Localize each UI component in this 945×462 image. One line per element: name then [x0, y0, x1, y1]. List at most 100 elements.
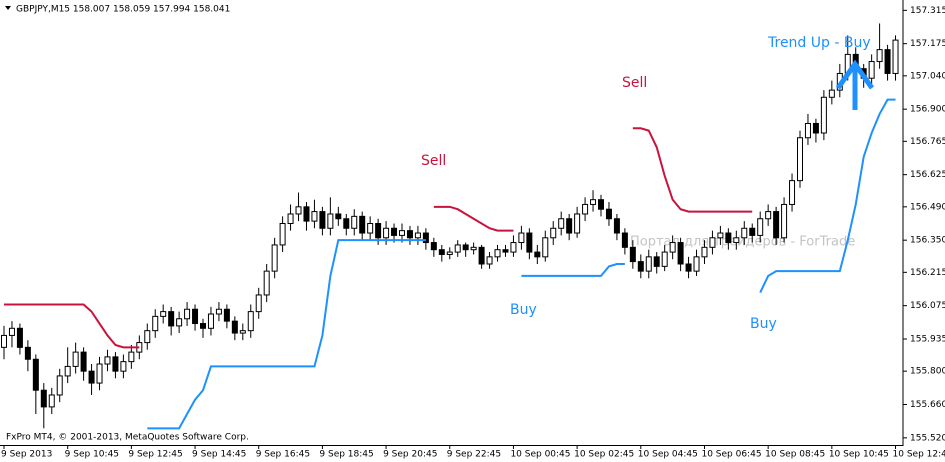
candle-body — [184, 308, 191, 320]
candle-body — [319, 211, 326, 229]
candle-body — [56, 375, 63, 396]
candle-body — [112, 356, 119, 372]
candle-body — [757, 218, 764, 236]
candle-body — [733, 237, 740, 244]
indicator-line — [147, 239, 426, 430]
candle-body — [430, 242, 437, 251]
candle-body — [160, 311, 167, 317]
candle-body — [176, 318, 183, 327]
candle-body — [239, 330, 246, 334]
y-tick-label: 155.935 — [910, 335, 945, 345]
candle-body — [789, 180, 796, 205]
annotation: Sell — [622, 75, 647, 91]
candle-body — [128, 351, 135, 363]
candle-body — [534, 251, 541, 258]
x-tick-label: 9 Sep 14:45 — [192, 450, 246, 460]
x-tick-label: 9 Sep 20:45 — [383, 450, 437, 460]
x-tick-label: 9 Sep 10:45 — [65, 450, 119, 460]
indicator-line — [759, 98, 896, 294]
x-tick-label: 10 Sep 06:45 — [701, 450, 761, 460]
candle-body — [215, 308, 222, 315]
candle-body — [781, 203, 788, 239]
candle-body — [725, 232, 732, 244]
candle-body — [406, 230, 413, 239]
candle-body — [677, 242, 684, 265]
candle-body — [335, 213, 342, 220]
y-tick-label: 156.215 — [910, 268, 945, 278]
candle-body — [478, 246, 485, 265]
candle-body — [621, 232, 628, 248]
candle-body — [24, 346, 31, 360]
candle-body — [812, 122, 819, 134]
candle-body — [104, 356, 111, 365]
candle-body — [773, 211, 780, 239]
candle-body — [446, 251, 453, 255]
candle-body — [454, 244, 461, 253]
candle-body — [749, 227, 756, 236]
candle-body — [765, 211, 772, 220]
candle-body — [598, 199, 604, 210]
candle-body — [263, 270, 270, 296]
y-tick-label: 156.350 — [910, 236, 945, 246]
candle-body — [72, 351, 79, 367]
y-tick-label: 156.075 — [910, 301, 945, 311]
candle-body — [48, 394, 55, 408]
candle-body — [669, 242, 676, 253]
candle-body — [223, 308, 230, 322]
candle-body — [605, 208, 612, 220]
candle-body — [351, 215, 358, 229]
candle-body — [144, 330, 151, 344]
y-tick-label: 156.490 — [910, 202, 945, 212]
candle-body — [693, 256, 700, 272]
x-tick-label: 10 Sep 12:45 — [893, 450, 945, 460]
candle-body — [462, 244, 469, 251]
candle-body — [80, 351, 87, 372]
x-tick-label: 10 Sep 10:45 — [829, 450, 889, 460]
candle-body — [399, 230, 405, 236]
candle-body — [828, 89, 835, 98]
candle-body — [359, 215, 366, 234]
candle-body — [820, 96, 827, 134]
annotation: Trend Up - Buy — [767, 35, 871, 51]
x-tick-label: 9 Sep 16:45 — [256, 450, 310, 460]
candle-body — [526, 232, 533, 253]
candle-body — [40, 389, 47, 408]
plot-area: Портал для трейдеров - ForTrade Sell Sell… — [1, 23, 899, 430]
copyright: FxPro MT4, © 2001-2013, MetaQuotes Softw… — [6, 433, 249, 443]
y-tick-label: 157.175 — [910, 39, 945, 49]
candle-body — [200, 323, 206, 329]
candle-body — [271, 244, 278, 272]
candle-body — [613, 218, 620, 234]
candle-body — [502, 249, 509, 253]
candle-body — [438, 249, 445, 255]
indicator-line — [632, 127, 753, 213]
candle-body — [486, 256, 493, 265]
candle-body — [1, 334, 7, 348]
candle-body — [558, 218, 565, 229]
x-tick-label: 10 Sep 00:45 — [510, 450, 570, 460]
annotation: Sell — [421, 153, 446, 169]
candle-body — [470, 246, 477, 251]
candle-body — [391, 227, 398, 236]
candle-body — [279, 223, 286, 246]
candle-body — [574, 213, 581, 234]
y-tick-label: 156.900 — [910, 105, 945, 115]
candle-body — [367, 223, 374, 234]
candle-body — [343, 218, 350, 229]
x-tick-label: 9 Sep 18:45 — [319, 450, 373, 460]
candle-body — [804, 122, 811, 139]
candle-body — [629, 246, 636, 263]
candle-body — [892, 39, 899, 74]
candle-body — [8, 327, 15, 336]
candle-body — [518, 232, 525, 244]
candle-body — [868, 61, 875, 79]
trend-arrow — [835, 59, 875, 110]
annotation: Buy — [750, 316, 777, 332]
candle-body — [96, 363, 103, 384]
candle-body — [637, 261, 644, 272]
candle-body — [207, 313, 214, 329]
y-tick-label: 156.625 — [910, 170, 945, 180]
candle-body — [327, 213, 334, 229]
candle-body — [661, 251, 668, 267]
